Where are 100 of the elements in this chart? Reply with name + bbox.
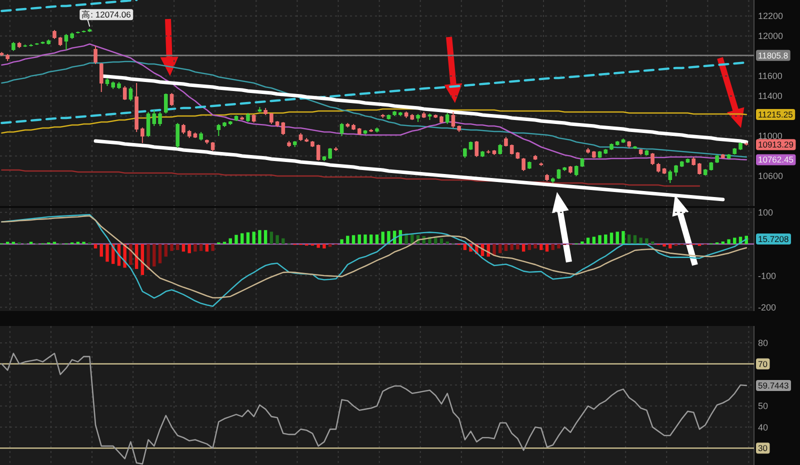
bar [94,244,98,248]
line-series [1,352,748,465]
candlestick [128,86,133,102]
candlestick [668,170,672,184]
bar [616,232,619,244]
bar [158,244,162,264]
bar [129,244,132,265]
bar [504,244,508,251]
annotation: 高: 12074.06 [82,10,132,20]
candlestick [522,158,526,172]
text: 11215.25 [758,109,794,120]
bar [604,234,608,244]
candlestick [270,112,274,124]
ref-line-label: 30 [758,443,768,454]
candlestick [340,122,344,136]
bar [370,234,373,244]
bar [170,244,174,251]
y-tick-label: 12000 [758,31,784,42]
bar [522,244,526,252]
bar [182,244,186,252]
y-tick-label: 80 [758,338,768,348]
candlestick [281,122,286,136]
candlestick [216,124,221,136]
candlestick [474,140,479,158]
bar [234,234,238,244]
candlestick [176,122,180,148]
candlestick [146,112,150,138]
bar [733,238,736,244]
candlestick [64,34,68,50]
candlestick [164,93,168,114]
bar [610,232,614,244]
y-tick-label: 11000 [758,131,782,142]
bar [650,241,654,244]
candlestick [463,148,467,158]
bar [668,244,672,248]
bar [534,244,537,248]
candlestick [94,46,98,64]
bar [322,244,326,248]
y-tick-label: 11600 [758,71,782,82]
line-series [1,108,748,134]
candlestick [170,92,174,106]
bar [498,244,502,254]
bar [592,236,596,244]
candlestick [182,124,186,134]
bar [188,244,191,254]
bar [346,236,350,244]
bar [258,230,262,244]
bar [164,244,168,257]
bar [211,244,214,251]
y-tick-label: 11400 [758,91,782,102]
candlestick [674,164,678,176]
candlestick [152,110,156,126]
bar [645,238,648,244]
y-tick-label: 100 [758,208,774,218]
candlestick [451,112,456,128]
candlestick [698,162,702,175]
candlestick [650,152,654,166]
y-tick-label: 10600 [758,171,784,182]
candlestick [510,144,514,155]
ref-line-label: 11805.8 [758,50,788,60]
annotation: 59.7443 [758,380,789,390]
bar [540,244,543,250]
bar [721,241,725,244]
bar [240,233,244,244]
bar [580,241,584,244]
y-tick-label: -100 [758,270,776,281]
bar [152,244,156,266]
y-tick-label: 50 [758,401,768,412]
bar [557,244,560,248]
y-tick-label: -200 [758,302,776,312]
bar [199,244,203,251]
bar [106,244,109,262]
candlestick [656,162,660,173]
bar [205,244,209,252]
bar [316,244,320,248]
bar [633,235,637,244]
y-tick-label: 40 [758,422,768,432]
candlestick [122,86,127,100]
candlestick [316,144,320,161]
bar [352,235,356,244]
bar [551,244,554,250]
annotation: 15.7208 [758,234,789,244]
text: 10762.45 [758,154,794,165]
candlestick [574,165,578,176]
candlestick [99,62,104,92]
bar [276,235,279,244]
bar [434,238,438,244]
bar [270,232,274,244]
line-series [1,43,748,160]
bar [381,232,384,244]
candlestick [498,144,502,155]
bar [375,234,379,244]
bar [264,230,268,244]
bar [328,244,332,247]
ref-line-label: 70 [758,358,768,369]
bar [510,244,514,250]
bar [440,238,444,244]
bar [364,234,367,244]
candlestick [158,112,162,126]
bar [146,244,150,270]
